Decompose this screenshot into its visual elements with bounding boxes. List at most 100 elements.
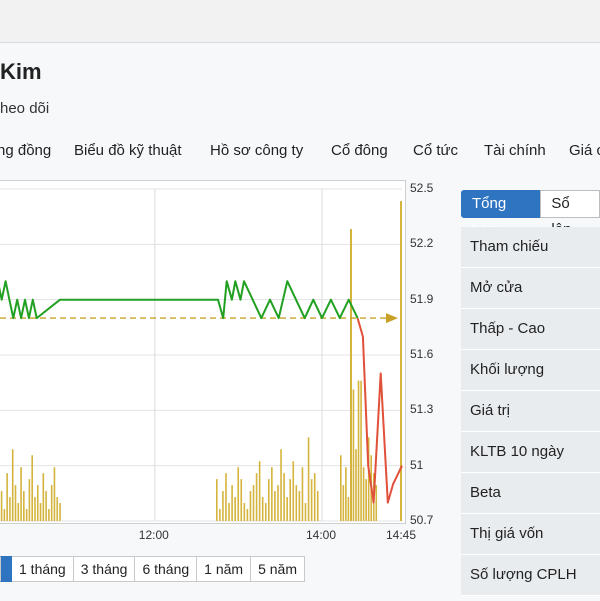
volume-bar (234, 497, 236, 521)
range-1-month[interactable]: 1 tháng (12, 556, 74, 582)
tab-cong-dong[interactable]: ng đồng (0, 142, 52, 159)
range-3-months[interactable]: 3 tháng (73, 556, 136, 582)
row-open-price: Mở cửa (461, 268, 600, 309)
range-6-months[interactable]: 6 tháng (135, 556, 198, 582)
tab-dividends[interactable]: Cổ tức (413, 142, 459, 159)
y-tick-label: 51 (410, 457, 424, 472)
volume-bar (222, 491, 224, 521)
row-market-cap: Thị giá vốn (461, 514, 600, 555)
x-tick-label: 14:45 (386, 528, 417, 542)
volume-bar (3, 509, 6, 521)
tab-shareholders[interactable]: Cổ đông (331, 142, 388, 159)
volume-bar (56, 497, 59, 521)
tab-company-profile[interactable]: Hồ sơ công ty (210, 142, 304, 159)
tab-price[interactable]: Giá c (569, 142, 600, 159)
price-line-green (0, 280, 359, 320)
follow-link[interactable]: heo dõi (0, 100, 50, 117)
volume-bar (225, 473, 227, 521)
volume-bar (240, 479, 243, 521)
volume-bar (268, 479, 270, 521)
volume-bar (301, 467, 304, 521)
y-tick-label: 52.5 (410, 181, 434, 195)
company-title: Kim (0, 59, 42, 84)
volume-bar (345, 467, 347, 521)
time-range-selector: 1 tháng 3 tháng 6 tháng 1 năm 5 năm (0, 556, 305, 582)
tab-technical-chart[interactable]: Biểu đồ kỹ thuật (74, 142, 182, 159)
row-avg-volume-10d: KLTB 10 ngày (461, 432, 600, 473)
volume-bar (352, 389, 355, 521)
range-button-active[interactable] (0, 556, 12, 582)
volume-bar (313, 473, 316, 521)
intraday-chart (0, 180, 406, 524)
volume-bar (14, 485, 17, 521)
volume-bar (249, 491, 252, 521)
volume-bar (365, 479, 367, 521)
volume-bar (310, 479, 313, 521)
volume-bar (258, 461, 261, 521)
volume-bar (6, 473, 8, 521)
volume-bar (298, 491, 301, 521)
volume-bar (20, 467, 22, 521)
volume-bar (48, 509, 50, 521)
volume-bar (350, 229, 352, 521)
tab-financials[interactable]: Tài chính (484, 142, 546, 159)
price-line-red (356, 317, 403, 504)
volume-bar (400, 201, 402, 521)
volume-bar (0, 491, 3, 521)
volume-bar (261, 497, 264, 521)
summary-table: Tham chiếu Mở cửa Thấp - Cao Khối lượng … (461, 227, 600, 596)
volume-bar (255, 473, 258, 521)
volume-bar (31, 455, 33, 521)
tab-summary[interactable]: Tổng hợp (461, 190, 541, 238)
volume-bar (252, 485, 255, 521)
volume-bar (316, 491, 319, 521)
volume-bar (246, 509, 249, 521)
volume-bar (264, 503, 267, 521)
volume-bar (277, 485, 279, 521)
volume-bar (307, 437, 310, 521)
volume-bar (42, 473, 45, 521)
y-tick-label: 50.7 (410, 513, 434, 527)
volume-bar (375, 485, 378, 521)
volume-bar (292, 461, 295, 521)
volume-bar (342, 485, 345, 521)
volume-bar (295, 485, 298, 521)
volume-bar (367, 437, 370, 521)
volume-bar (39, 503, 42, 521)
y-tick-label: 51.9 (410, 291, 434, 306)
volume-bar (283, 473, 285, 521)
side-panel-tabs: Tổng hợp Sổ lện (461, 190, 600, 238)
y-tick-label: 51.6 (410, 347, 434, 361)
row-beta: Beta (461, 473, 600, 514)
volume-bar (34, 497, 36, 521)
volume-bar (355, 449, 357, 521)
y-tick-label: 51.3 (410, 402, 434, 417)
volume-bar (17, 503, 20, 521)
volume-bar (216, 479, 218, 521)
row-low-high: Thấp - Cao (461, 309, 600, 350)
tab-order-book[interactable]: Sổ lện (540, 190, 600, 238)
volume-bar (357, 380, 360, 521)
range-1-year[interactable]: 1 năm (197, 556, 252, 582)
volume-bar (280, 449, 282, 521)
chart-canvas (0, 188, 403, 522)
volume-bar (11, 449, 14, 521)
volume-bar (289, 479, 292, 521)
volume-bar (219, 509, 221, 521)
volume-bar (231, 485, 233, 521)
volume-bar (28, 479, 31, 521)
row-shares-outstanding: Số lượng CPLH (461, 555, 600, 596)
row-value: Giá trị (461, 391, 600, 432)
volume-bar (271, 467, 273, 521)
volume-bar (304, 503, 307, 521)
reference-arrow-icon (386, 313, 398, 324)
volume-bar (9, 497, 11, 521)
volume-bar (340, 455, 342, 521)
volume-bar (237, 467, 240, 521)
volume-bar (45, 491, 47, 521)
volume-bar (360, 380, 362, 521)
range-5-years[interactable]: 5 năm (251, 556, 305, 582)
volume-bar (53, 467, 56, 521)
volume-bar (50, 485, 53, 521)
x-tick-label: 12:00 (138, 528, 169, 542)
